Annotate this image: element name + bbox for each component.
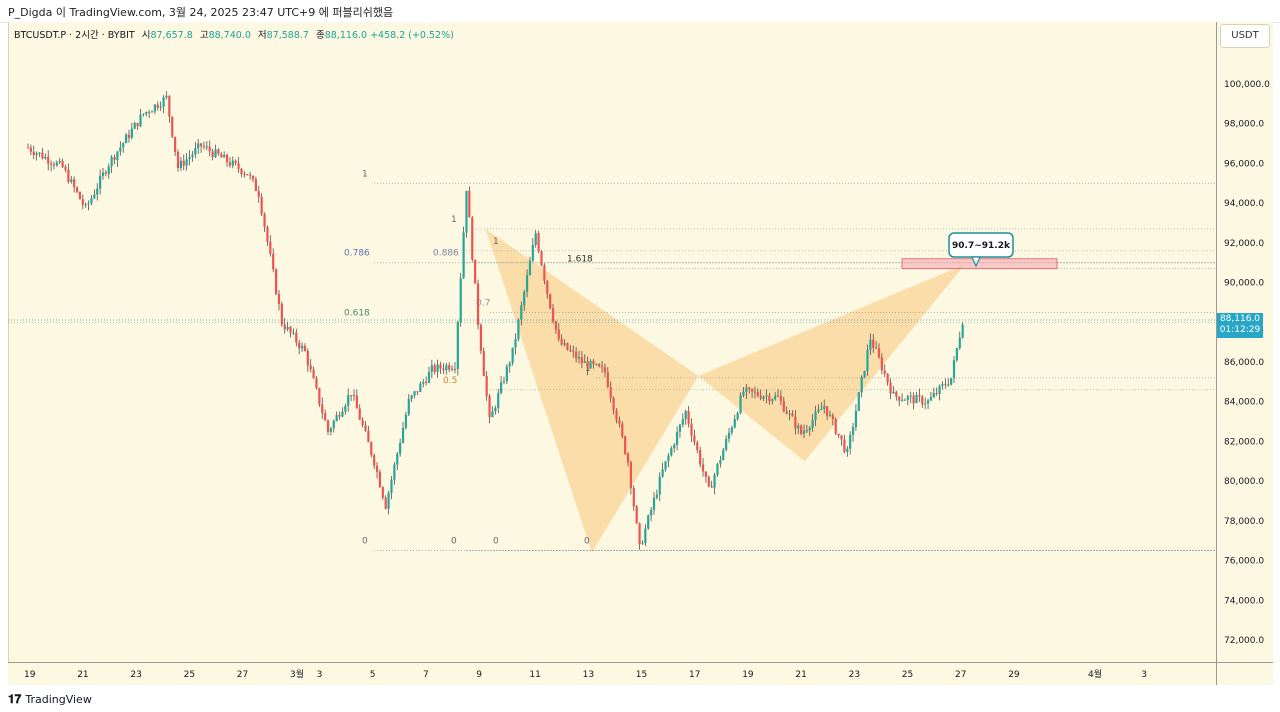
low-value: 87,588.7	[266, 30, 309, 41]
footer-brand[interactable]: 𝟏𝟕 TradingView	[8, 692, 92, 707]
symbol-legend: BTCUSDT.P · 2시간 · BYBIT 시87,657.8 고88,74…	[14, 27, 454, 41]
publish-title: P_Digda 이 TradingView.com, 3월 24, 2025 2…	[8, 6, 394, 19]
last-price-value: 88,116.0	[1219, 314, 1261, 324]
last-price-tag: 88,116.0 01:12:29	[1217, 313, 1263, 338]
change-value: +458.2 (+0.52%)	[370, 30, 454, 41]
chart-area[interactable]	[8, 22, 1217, 662]
open-label: 시	[141, 30, 151, 41]
open-value: 87,657.8	[150, 30, 193, 41]
currency-button[interactable]: USDT	[1220, 24, 1270, 48]
symbol-name: BTCUSDT.P · 2시간 · BYBIT	[14, 30, 135, 41]
publish-header: P_Digda 이 TradingView.com, 3월 24, 2025 2…	[0, 0, 1280, 23]
last-price-countdown: 01:12:29	[1219, 325, 1261, 335]
close-label: 종	[316, 30, 325, 41]
close-value: 88,116.0	[324, 30, 368, 41]
high-label: 고	[199, 30, 209, 41]
high-value: 88,740.0	[208, 30, 251, 41]
price-axis[interactable]	[1216, 22, 1273, 684]
brand-name: TradingView	[25, 693, 92, 706]
low-label: 저	[257, 30, 267, 41]
time-axis[interactable]	[8, 662, 1216, 685]
tradingview-logo-icon: 𝟏𝟕	[8, 692, 22, 706]
axis-corner	[1216, 662, 1273, 685]
